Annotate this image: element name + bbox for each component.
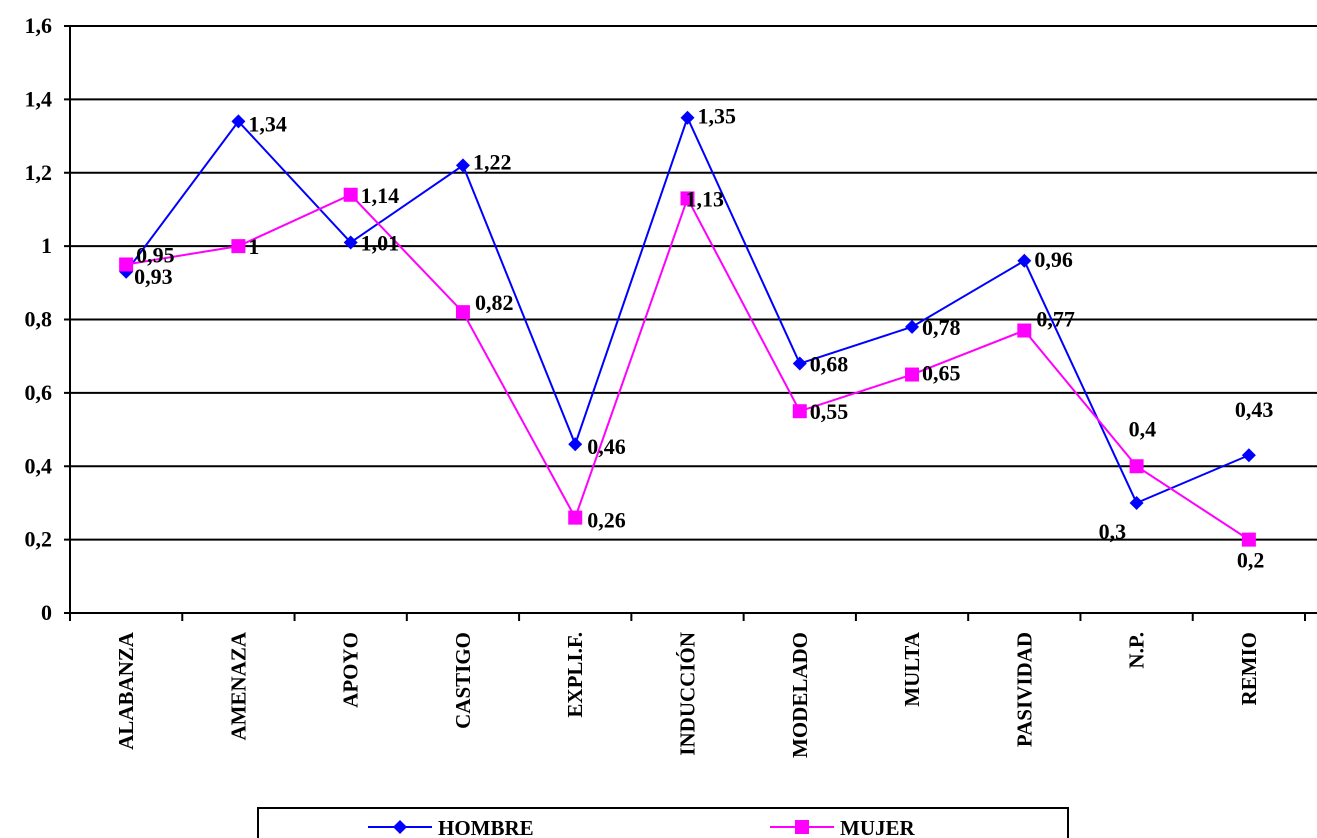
marker-mujer — [343, 187, 358, 202]
x-tick-label: MODELADO — [788, 632, 812, 758]
y-tick-label: 0,6 — [25, 380, 53, 405]
data-label-hombre: 0,43 — [1235, 397, 1274, 422]
legend-marker-hombre — [393, 820, 407, 834]
marker-mujer — [1017, 323, 1032, 338]
x-tick-label: MULTA — [900, 631, 924, 707]
marker-hombre — [905, 319, 920, 334]
marker-hombre — [680, 110, 695, 125]
data-label-mujer: 0,82 — [475, 290, 514, 315]
data-label-hombre: 1,34 — [248, 111, 287, 136]
marker-mujer — [905, 367, 920, 382]
marker-mujer — [1241, 532, 1256, 547]
data-label-mujer: 0,95 — [136, 242, 175, 267]
y-tick-label: 0 — [41, 600, 52, 625]
data-labels: 0,93 1,34 1,01 1,22 0,46 1,35 0,68 0,78 0,96 0,3 0… — [134, 104, 1273, 573]
data-label-hombre: 1,22 — [473, 149, 512, 174]
data-label-mujer: 0,26 — [587, 508, 626, 533]
data-label-hombre: 0,78 — [922, 315, 961, 340]
legend-label-mujer: MUJER — [840, 816, 915, 838]
data-label-mujer: 0,2 — [1237, 548, 1265, 573]
marker-mujer — [568, 510, 583, 525]
y-axis-ticks: 0 0,2 0,4 0,6 0,8 1 1,2 1,4 1,6 — [25, 13, 70, 625]
gridlines — [70, 25, 1317, 541]
marker-hombre — [1129, 495, 1144, 510]
data-label-hombre: 0,46 — [587, 434, 626, 459]
x-tick-label: AMENAZA — [226, 631, 250, 740]
marker-mujer — [119, 257, 134, 272]
x-tick-label: INDUCCIÓN — [676, 632, 700, 756]
marker-hombre — [455, 158, 470, 173]
data-label-mujer: 0,4 — [1129, 416, 1157, 441]
x-axis-ticks: ALABANZA AMENAZA APOYO CASTIGO EXPLI.F. INDUC… — [69, 613, 1306, 758]
y-tick-label: 1,6 — [25, 13, 53, 38]
x-tick-label: CASTIGO — [451, 632, 475, 729]
marker-mujer — [455, 305, 470, 320]
data-label-hombre: 0,3 — [1099, 519, 1127, 544]
x-tick-label: REMIO — [1237, 632, 1261, 706]
marker-mujer — [231, 239, 246, 254]
marker-hombre — [343, 235, 358, 250]
marker-hombre — [1017, 253, 1032, 268]
y-tick-label: 0,2 — [25, 527, 53, 552]
marker-mujer — [1129, 459, 1144, 474]
data-label-hombre: 0,68 — [810, 352, 849, 377]
legend-label-hombre: HOMBRE — [438, 816, 534, 838]
x-tick-label: ALABANZA — [114, 631, 138, 750]
x-tick-label: EXPLI.F. — [563, 632, 587, 718]
data-label-hombre: 1,01 — [361, 230, 400, 255]
marker-hombre — [1241, 448, 1256, 463]
x-tick-label: PASIVIDAD — [1012, 632, 1036, 747]
y-tick-label: 1,2 — [25, 160, 53, 185]
marker-mujer — [792, 404, 807, 419]
legend-box — [257, 807, 1069, 838]
marker-hombre — [568, 437, 583, 452]
legend: HOMBRE MUJER — [257, 807, 1069, 838]
x-tick-label: N.P. — [1125, 632, 1149, 669]
y-tick-label: 0,4 — [25, 453, 53, 478]
data-label-mujer: 1,13 — [686, 186, 725, 211]
data-label-mujer: 0,77 — [1036, 307, 1075, 332]
y-tick-label: 1,4 — [25, 86, 53, 111]
data-label-mujer: 0,55 — [810, 399, 849, 424]
marker-hombre — [231, 114, 246, 129]
marker-hombre — [792, 356, 807, 371]
y-tick-label: 0,8 — [25, 307, 53, 332]
series-line-hombre — [125, 115, 1250, 505]
data-label-hombre: 0,93 — [134, 264, 173, 289]
marker-mujer — [680, 191, 695, 206]
y-tick-label: 1 — [41, 233, 52, 258]
data-label-hombre: 1,35 — [698, 104, 737, 129]
data-label-mujer: 1,14 — [361, 183, 400, 208]
data-label-hombre: 0,96 — [1034, 247, 1073, 272]
data-label-mujer: 1 — [248, 234, 259, 259]
legend-marker-mujer — [795, 820, 809, 834]
data-label-mujer: 0,65 — [922, 361, 961, 386]
x-tick-label: APOYO — [339, 632, 363, 708]
series-group — [119, 110, 1256, 547]
